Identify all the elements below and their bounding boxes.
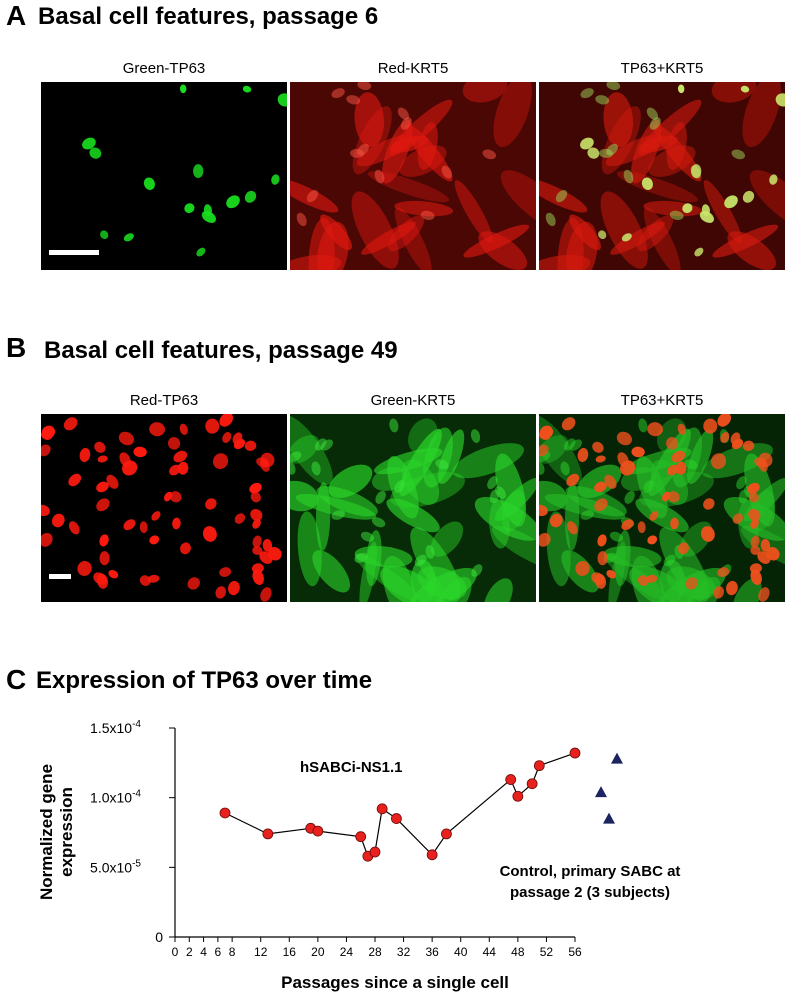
data-point-hsabci (369, 846, 381, 858)
x-tick-label: 12 (254, 945, 268, 959)
data-point-hsabci (533, 760, 545, 772)
panel-a-letter: A (6, 0, 27, 31)
y-tick-label: 0 (155, 929, 163, 945)
annotation-control-line1: Control, primary SABC at (500, 863, 681, 880)
data-point-hsabci (505, 774, 517, 785)
panel-b-label-2: Green-KRT5 (370, 392, 456, 409)
data-point-hsabci (512, 790, 524, 802)
panel-a-label-2: Red-KRT5 (377, 60, 449, 77)
x-tick-label: 20 (311, 945, 325, 959)
x-axis-label: Passages since a single cell (281, 973, 509, 992)
data-point-hsabci (526, 778, 538, 790)
data-point-hsabci (426, 849, 438, 861)
micrograph-b-red-tp63 (41, 414, 287, 602)
panel-a-label-1: Green-TP63 (122, 60, 206, 77)
x-tick-label: 2 (186, 945, 193, 959)
x-tick-label: 16 (283, 945, 297, 959)
y-axis-label: Normalized geneexpression (37, 764, 76, 900)
panel-b-letter: B (6, 332, 27, 363)
data-point-hsabci (219, 807, 231, 819)
y-tick-label: 1.0x10-4 (90, 789, 141, 806)
x-tick-label: 28 (368, 945, 382, 959)
panel-c-letter: C (6, 664, 27, 695)
data-point-control (611, 752, 623, 764)
annotation-hsabci: hSABCi-NS1.1 (300, 759, 403, 776)
x-tick-label: 4 (200, 945, 207, 959)
data-point-control (603, 812, 615, 824)
panel-a-label-3: TP63+KRT5 (620, 60, 704, 77)
x-tick-label: 48 (511, 945, 525, 959)
micrograph-a-green-tp63 (41, 82, 287, 310)
y-tick-label: 1.5x10-4 (90, 719, 141, 736)
x-tick-label: 44 (483, 945, 497, 959)
x-tick-label: 36 (425, 945, 439, 959)
x-tick-label: 24 (340, 945, 354, 959)
micrograph-b-merge (539, 414, 785, 602)
annotation-control-line2: passage 2 (3 subjects) (510, 884, 670, 901)
x-tick-label: 6 (215, 945, 222, 959)
data-point-hsabci (262, 828, 274, 840)
micrograph-a-red-krt5 (290, 82, 536, 310)
data-point-hsabci (376, 803, 388, 815)
panel-a-title: Basal cell features, passage 6 (38, 3, 379, 30)
panel-b-label-3: TP63+KRT5 (620, 392, 704, 409)
data-point-hsabci (312, 825, 324, 837)
x-tick-label: 52 (540, 945, 554, 959)
data-point-hsabci (569, 747, 581, 759)
data-point-hsabci (441, 828, 452, 840)
x-tick-label: 32 (397, 945, 411, 959)
x-tick-label: 56 (568, 945, 582, 959)
panel-b-title: Basal cell features, passage 49 (44, 337, 398, 364)
micrograph-a-merge (539, 82, 785, 310)
x-tick-label: 0 (172, 945, 179, 959)
x-tick-label: 40 (454, 945, 468, 959)
panel-b-label-1: Red-TP63 (129, 392, 199, 409)
data-point-hsabci (391, 813, 402, 824)
data-point-hsabci (355, 831, 367, 843)
micrograph-b-green-krt5 (290, 414, 536, 602)
data-point-control (595, 786, 607, 798)
y-tick-label: 5.0x10-5 (90, 858, 141, 875)
x-tick-label: 8 (229, 945, 236, 959)
panel-c-title: Expression of TP63 over time (36, 667, 373, 694)
